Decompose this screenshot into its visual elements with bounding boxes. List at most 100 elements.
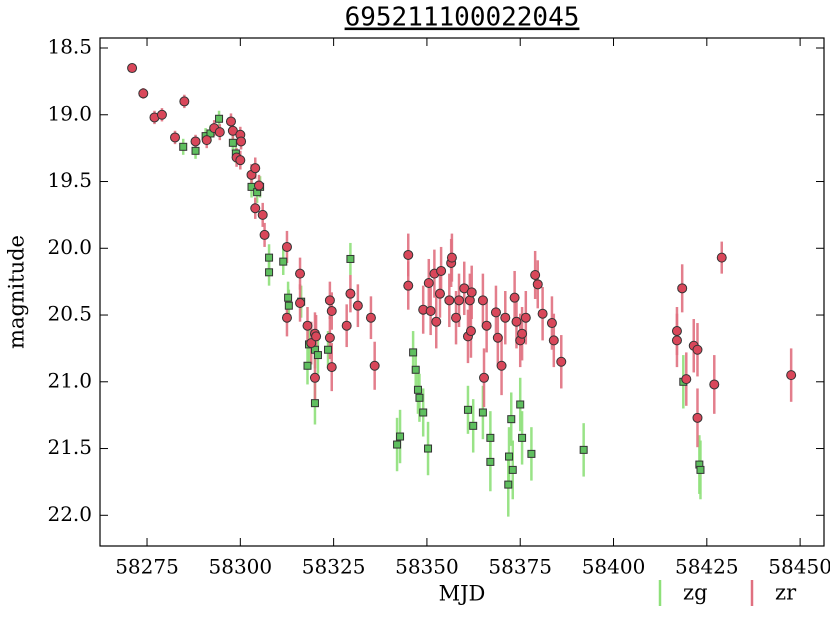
- x-tick-label: 58350: [395, 555, 459, 579]
- data-point: [257, 209, 268, 220]
- data-point: [520, 312, 531, 323]
- data-point: [507, 415, 516, 424]
- data-point: [548, 335, 559, 346]
- data-point: [179, 96, 190, 107]
- plot-frame: [99, 37, 825, 547]
- data-point: [424, 444, 433, 453]
- data-point: [423, 277, 434, 288]
- data-point: [477, 295, 488, 306]
- data-point: [509, 292, 520, 303]
- legend-label: zg: [683, 581, 708, 605]
- data-point: [481, 320, 492, 331]
- y-tick-label: 21.5: [47, 435, 92, 459]
- x-tick-label: 58425: [675, 555, 739, 579]
- data-point: [284, 293, 293, 302]
- y-tick-label: 19.5: [47, 168, 92, 192]
- data-point: [306, 338, 317, 349]
- x-tick-label: 58450: [768, 555, 830, 579]
- data-point: [303, 361, 312, 370]
- data-point: [492, 332, 503, 343]
- data-point: [677, 283, 688, 294]
- data-point: [156, 109, 167, 120]
- x-tick-label: 58400: [582, 555, 646, 579]
- data-point: [505, 452, 514, 461]
- data-point: [341, 320, 352, 331]
- data-point: [431, 316, 442, 327]
- data-point: [259, 229, 270, 240]
- data-point: [696, 465, 705, 474]
- data-point: [235, 155, 246, 166]
- data-point: [352, 300, 363, 311]
- y-tick-label: 20.5: [47, 302, 92, 326]
- data-point: [411, 365, 420, 374]
- data-point: [265, 253, 274, 262]
- data-point: [419, 408, 428, 417]
- data-point: [537, 308, 548, 319]
- data-point: [324, 345, 333, 354]
- y-axis-label: magnitude: [5, 235, 29, 349]
- data-point: [324, 332, 335, 343]
- data-point: [518, 433, 527, 442]
- data-point: [479, 372, 490, 383]
- data-point: [415, 393, 424, 402]
- y-tick-label: 20.0: [47, 235, 92, 259]
- data-point: [253, 180, 264, 191]
- legend-label: zr: [775, 581, 797, 605]
- y-tick-label: 22.0: [47, 502, 92, 526]
- data-point: [138, 88, 149, 99]
- data-point: [486, 433, 495, 442]
- y-tick-label: 19.0: [47, 101, 92, 125]
- data-point: [302, 320, 313, 331]
- data-point: [444, 295, 455, 306]
- data-point: [454, 295, 465, 306]
- data-point: [478, 408, 487, 417]
- data-point: [500, 312, 511, 323]
- x-tick-label: 58300: [209, 555, 273, 579]
- data-point: [530, 269, 541, 280]
- data-point: [508, 465, 517, 474]
- data-point: [671, 335, 682, 346]
- data-point: [281, 241, 292, 252]
- data-point: [310, 399, 319, 408]
- data-point: [504, 480, 513, 489]
- data-point: [692, 344, 703, 355]
- data-point: [496, 360, 507, 371]
- data-point: [786, 370, 797, 381]
- data-point: [486, 457, 495, 466]
- data-point: [228, 138, 237, 147]
- data-point: [279, 257, 288, 266]
- data-point: [215, 114, 224, 123]
- data-point: [190, 136, 201, 147]
- data-point: [393, 440, 402, 449]
- data-point: [170, 132, 181, 143]
- data-point: [324, 295, 335, 306]
- data-point: [436, 265, 447, 276]
- data-point: [434, 288, 445, 299]
- data-point: [225, 116, 236, 127]
- data-point: [369, 360, 380, 371]
- y-tick-label: 21.0: [47, 368, 92, 392]
- data-point: [425, 306, 436, 317]
- data-point: [345, 288, 356, 299]
- data-point: [511, 316, 522, 327]
- data-point: [490, 307, 501, 318]
- data-point: [409, 348, 418, 357]
- data-point: [326, 362, 337, 373]
- data-point: [463, 405, 472, 414]
- data-point: [250, 203, 261, 214]
- data-point: [311, 331, 322, 342]
- data-point: [236, 136, 247, 147]
- data-point: [556, 356, 567, 367]
- data-point: [295, 268, 306, 279]
- data-point: [295, 298, 306, 309]
- data-point: [346, 254, 355, 263]
- data-point: [527, 449, 536, 458]
- data-point: [692, 412, 703, 423]
- data-point: [396, 432, 405, 441]
- data-point: [546, 318, 557, 329]
- data-point: [469, 421, 478, 430]
- data-point: [516, 400, 525, 409]
- x-axis-label: MJD: [439, 582, 486, 606]
